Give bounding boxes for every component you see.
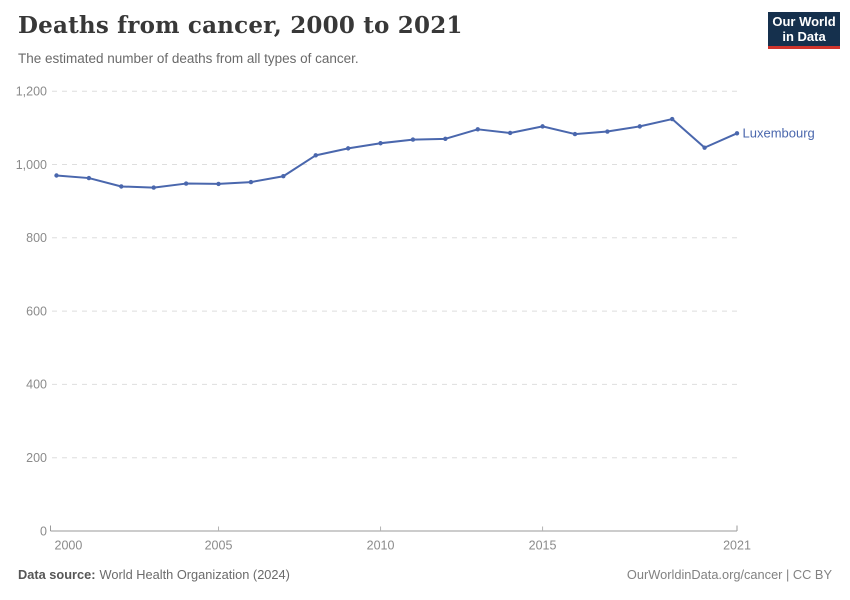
page-title: Deaths from cancer, 2000 to 2021 [18, 12, 463, 39]
owid-logo-line1: Our World [772, 14, 836, 29]
chart-footer: Data source: World Health Organization (2… [18, 567, 832, 582]
data-point[interactable] [734, 131, 740, 136]
data-point[interactable] [151, 185, 156, 190]
owid-logo-line2: in Data [782, 29, 826, 44]
y-tick-label: 400 [26, 378, 47, 392]
x-tick-label: 2021 [723, 539, 751, 553]
x-tick-label: 2015 [529, 539, 557, 553]
license-credit: OurWorldinData.org/cancer | CC BY [626, 567, 832, 582]
trend-line[interactable] [55, 118, 738, 189]
data-point[interactable] [54, 173, 59, 178]
owid-logo[interactable]: Our World in Data [768, 12, 840, 49]
y-tick-label: 1,000 [16, 158, 47, 172]
data-point[interactable] [572, 131, 578, 137]
series-end-label[interactable]: Luxembourg [743, 126, 815, 141]
data-point[interactable] [605, 129, 610, 134]
y-tick-label: 1,200 [16, 85, 47, 99]
data-point[interactable] [216, 181, 221, 187]
y-tick-label: 0 [40, 524, 47, 538]
data-point[interactable] [443, 136, 448, 142]
data-point[interactable] [378, 141, 383, 146]
data-source: Data source: World Health Organization (2… [18, 567, 290, 582]
data-point[interactable] [119, 184, 124, 189]
x-tick-label: 2005 [205, 539, 233, 553]
data-point[interactable] [313, 153, 318, 158]
data-point[interactable] [507, 130, 513, 136]
data-source-label: Data source: [18, 567, 96, 582]
data-point[interactable] [86, 175, 92, 181]
x-tick-label: 2010 [367, 539, 395, 553]
y-tick-label: 800 [26, 231, 47, 245]
x-tick-label: 2000 [55, 539, 83, 553]
y-tick-label: 600 [26, 304, 47, 318]
data-point[interactable] [702, 145, 707, 150]
data-point[interactable] [410, 137, 416, 142]
data-point[interactable] [248, 179, 254, 185]
data-point[interactable] [669, 116, 675, 122]
data-point[interactable] [637, 124, 642, 129]
data-point[interactable] [281, 174, 286, 179]
chart-subtitle: The estimated number of deaths from all … [18, 51, 359, 66]
data-point[interactable] [345, 146, 351, 151]
data-point[interactable] [475, 127, 480, 132]
data-source-value: World Health Organization (2024) [99, 567, 290, 582]
data-point[interactable] [183, 181, 189, 186]
y-tick-label: 200 [26, 451, 47, 465]
data-point[interactable] [540, 124, 545, 129]
